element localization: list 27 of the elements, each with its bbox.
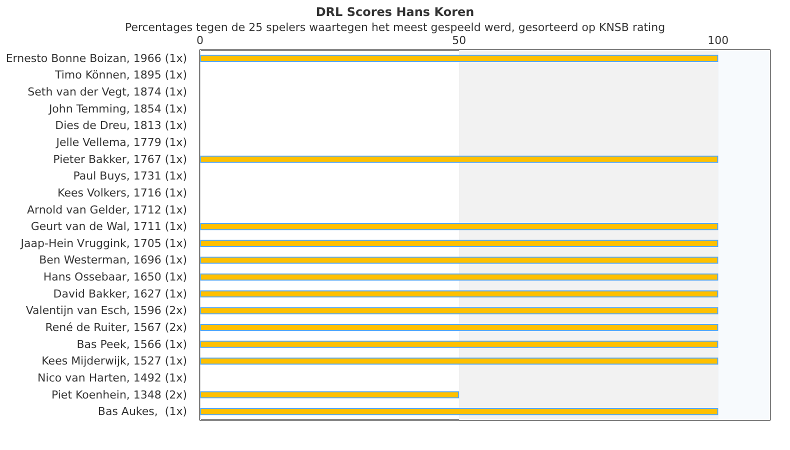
y-tick-label: Paul Buys, 1731 (1x) (73, 170, 187, 183)
chart-title: DRL Scores Hans Koren (316, 5, 474, 19)
y-tick-label: Ernesto Bonne Boizan, 1966 (1x) (6, 52, 187, 65)
y-tick-label: Jaap-Hein Vruggink, 1705 (1x) (20, 236, 187, 250)
y-tick-label: John Temming, 1854 (1x) (48, 102, 187, 116)
y-tick-label: Dies de Dreu, 1813 (1x) (55, 119, 187, 132)
y-tick-label: Jelle Vellema, 1779 (1x) (55, 136, 187, 149)
x-tick-label: 100 (708, 34, 729, 47)
y-tick-label: Nico van Harten, 1492 (1x) (38, 371, 187, 384)
y-tick-label: Seth van der Vegt, 1874 (1x) (28, 86, 187, 99)
y-tick-label: Bas Aukes, (1x) (98, 405, 187, 418)
x-tick-label: 0 (196, 34, 204, 47)
y-tick-label: David Bakker, 1627 (1x) (53, 287, 187, 300)
x-tick-label: 50 (452, 34, 466, 47)
y-tick-label: Kees Volkers, 1716 (1x) (58, 186, 187, 200)
y-tick-label: Kees Mijderwijk, 1527 (1x) (42, 354, 187, 368)
y-tick-label: Valentijn van Esch, 1596 (2x) (26, 304, 187, 318)
y-tick-label: Ben Westerman, 1696 (1x) (39, 254, 187, 267)
y-tick-label: René de Ruiter, 1567 (2x) (45, 321, 187, 334)
y-tick-label: Arnold van Gelder, 1712 (1x) (26, 203, 187, 216)
y-tick-label: Geurt van de Wal, 1711 (1x) (30, 220, 187, 234)
y-tick-label: Pieter Bakker, 1767 (1x) (53, 152, 187, 166)
y-tick-label: Bas Peek, 1566 (1x) (76, 338, 187, 351)
y-tick-label: Piet Koenhein, 1348 (2x) (51, 388, 187, 402)
chart-subtitle: Percentages tegen de 25 spelers waartegen het meest gespeeld werd, gesorteerd op KNSB rating (124, 21, 666, 34)
y-tick-label: Timo Können, 1895 (1x) (54, 68, 187, 82)
y-tick-label: Hans Ossebaar, 1650 (1x) (43, 270, 187, 284)
